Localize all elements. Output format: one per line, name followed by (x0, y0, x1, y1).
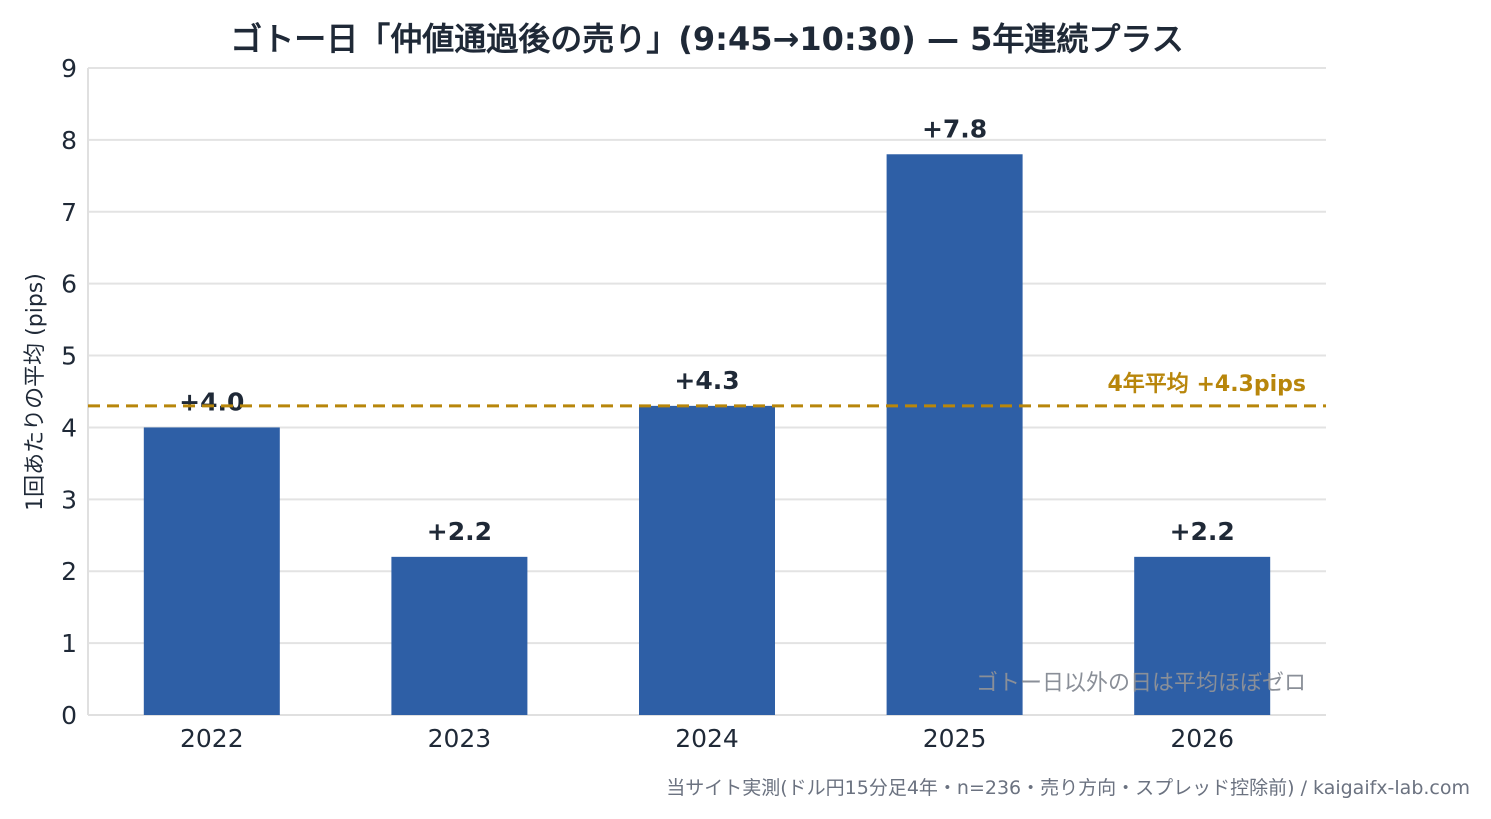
data-labels: +4.0 +2.2 +4.3 +7.8 +2.2 (179, 114, 1235, 546)
y-tick-label: 7 (61, 198, 77, 227)
data-label: +2.2 (427, 517, 492, 546)
annotation-note: ゴトー日以外の日は平均ほぼゼロ (976, 671, 1306, 696)
y-tick-label: 8 (61, 126, 77, 155)
x-tick-label: 2024 (675, 724, 739, 753)
y-tick-label: 3 (61, 485, 77, 514)
average-reference-label: 4年平均 +4.3pips (1107, 371, 1306, 397)
bar-2024 (639, 405, 775, 715)
x-tick-label: 2025 (923, 724, 987, 753)
x-tick-label: 2022 (180, 724, 244, 753)
y-tick-label: 2 (61, 557, 77, 586)
chart-title: ゴトー日「仲値通過後の売り」(9:45→10:30) — 5年連続プラス (230, 20, 1183, 58)
data-label: +4.0 (179, 387, 244, 416)
bar-2025 (886, 154, 1023, 715)
y-tick-label: 9 (61, 54, 77, 83)
data-label: +2.2 (1170, 517, 1235, 546)
y-tick-label: 1 (61, 629, 77, 658)
x-tick-label: 2023 (428, 724, 492, 753)
x-tick-label: 2026 (1170, 724, 1234, 753)
source-footer: 当サイト実測(ドル円15分足4年・n=236・売り方向・スプレッド控除前) / … (666, 777, 1470, 799)
bar-2026 (1134, 556, 1271, 715)
y-axis-title: 1回あたりの平均 (pips) (23, 273, 48, 511)
bar-2023 (391, 556, 528, 715)
x-axis-ticks: 2022 2023 2024 2025 2026 (180, 724, 1234, 753)
y-tick-label: 4 (61, 413, 77, 442)
y-axis-ticks: 0 1 2 3 4 5 6 7 8 9 (61, 54, 77, 730)
y-tick-label: 5 (61, 342, 77, 371)
data-label: +4.3 (674, 366, 739, 395)
data-label: +7.8 (922, 114, 987, 143)
bar-2022 (143, 427, 280, 715)
bars (143, 154, 1271, 715)
y-tick-label: 6 (61, 270, 77, 299)
y-tick-label: 0 (61, 701, 77, 730)
